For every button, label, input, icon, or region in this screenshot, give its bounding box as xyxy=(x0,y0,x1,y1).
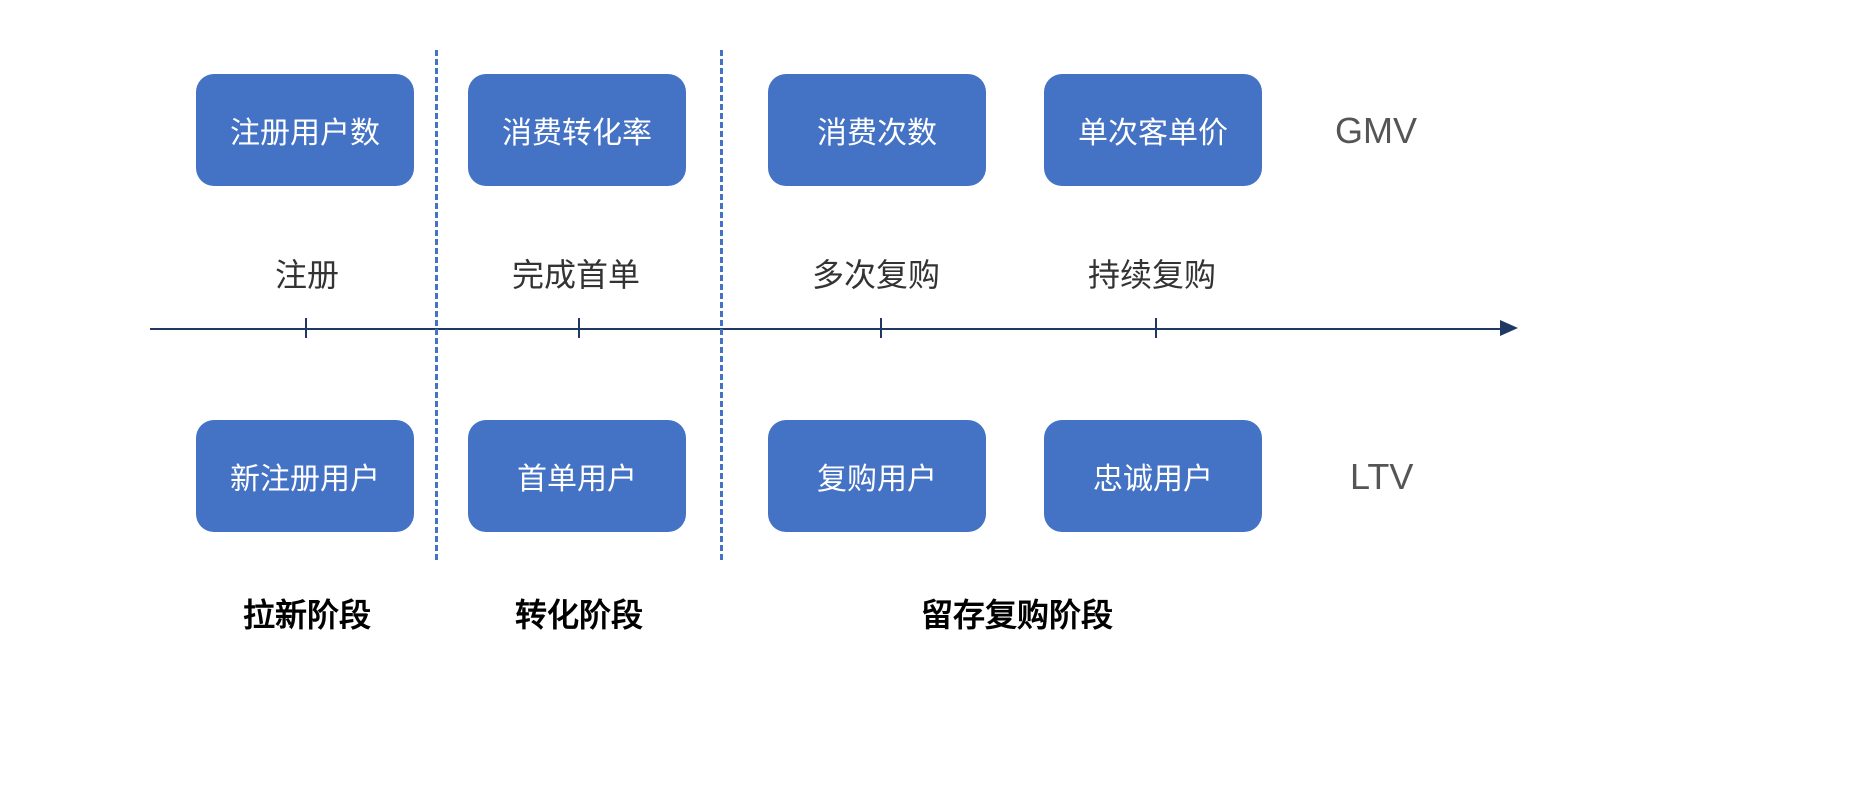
phase-label: 拉新阶段 xyxy=(243,590,371,636)
box-label: 新注册用户 xyxy=(230,454,380,498)
box-label: 注册用户数 xyxy=(230,108,380,152)
stage-label: 持续复购 xyxy=(1088,250,1216,296)
stage-label: 完成首单 xyxy=(512,250,640,296)
metric-box: 单次客单价 xyxy=(1044,74,1262,186)
timeline-tick xyxy=(578,318,580,338)
box-label: 首单用户 xyxy=(517,454,637,498)
timeline-tick xyxy=(1155,318,1157,338)
phase-divider xyxy=(435,50,438,560)
user-box: 首单用户 xyxy=(468,420,686,532)
box-label: 忠诚用户 xyxy=(1093,454,1213,498)
user-box: 新注册用户 xyxy=(196,420,414,532)
phase-divider xyxy=(720,50,723,560)
box-label: 单次客单价 xyxy=(1078,108,1228,152)
phase-label: 留存复购阶段 xyxy=(921,590,1113,636)
user-box: 忠诚用户 xyxy=(1044,420,1262,532)
metric-name-label: GMV xyxy=(1335,110,1417,152)
timeline-arrowhead-icon xyxy=(1500,320,1518,336)
timeline-tick xyxy=(305,318,307,338)
metric-name-label: LTV xyxy=(1350,456,1413,498)
stage-label: 多次复购 xyxy=(812,250,940,296)
metric-box: 消费次数 xyxy=(768,74,986,186)
timeline-axis xyxy=(150,328,1500,330)
user-box: 复购用户 xyxy=(768,420,986,532)
box-label: 复购用户 xyxy=(817,454,937,498)
stage-label: 注册 xyxy=(275,250,339,296)
box-label: 消费次数 xyxy=(817,108,937,152)
phase-label: 转化阶段 xyxy=(515,590,643,636)
box-label: 消费转化率 xyxy=(502,108,652,152)
metric-box: 消费转化率 xyxy=(468,74,686,186)
metric-box: 注册用户数 xyxy=(196,74,414,186)
timeline-tick xyxy=(880,318,882,338)
